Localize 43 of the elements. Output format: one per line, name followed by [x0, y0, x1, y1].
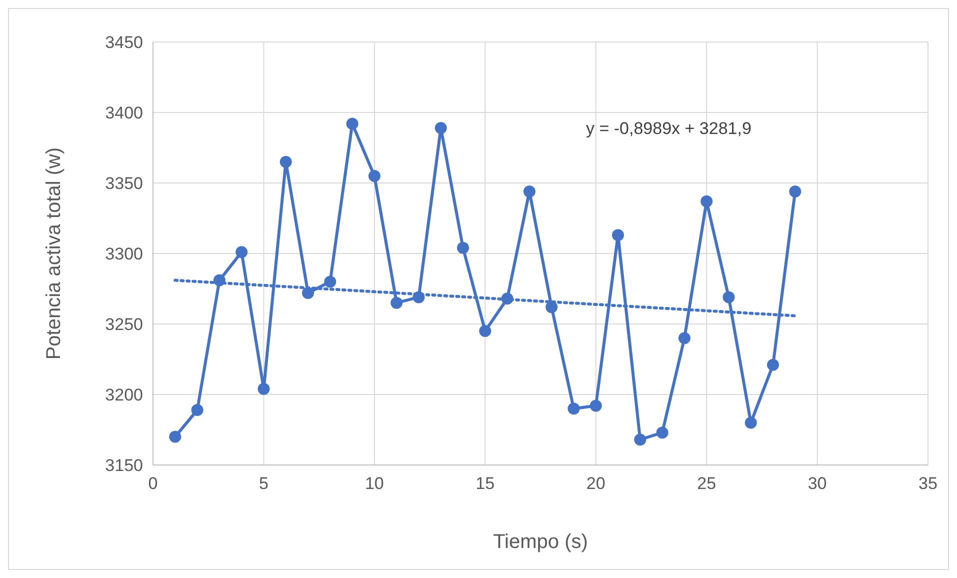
point — [479, 325, 492, 338]
x-tick-label: 10 — [364, 474, 384, 493]
point — [700, 195, 713, 208]
x-tick-label: 5 — [258, 474, 268, 493]
x-axis-title: Tiempo (s) — [493, 531, 588, 553]
point — [634, 434, 646, 446]
x-tick-label: 25 — [697, 474, 716, 493]
x-tick-label: 15 — [476, 474, 495, 493]
point — [568, 402, 580, 415]
point — [236, 246, 248, 258]
x-tick-label: 20 — [586, 474, 606, 493]
point — [789, 185, 802, 198]
y-tick-label: 3450 — [105, 33, 143, 52]
point — [169, 430, 182, 443]
point — [457, 242, 469, 254]
point — [434, 122, 447, 134]
point — [191, 404, 204, 416]
annotation: y = -0,8989x + 3281,9 — [586, 119, 752, 138]
x-tick-label: 30 — [808, 474, 827, 493]
point — [722, 291, 735, 304]
point — [744, 416, 757, 429]
point — [767, 358, 779, 371]
point — [546, 301, 558, 314]
point — [346, 118, 358, 130]
point — [324, 276, 336, 288]
point — [368, 170, 380, 182]
y-tick-label: 3350 — [105, 174, 143, 193]
point — [390, 296, 403, 309]
y-tick-label: 3400 — [105, 104, 143, 122]
point — [523, 185, 536, 198]
point — [656, 426, 668, 439]
y-tick-label: 3200 — [105, 386, 143, 404]
y-tick-label: 3300 — [105, 244, 143, 264]
point — [258, 382, 270, 395]
y-tick-label: 3250 — [105, 315, 143, 334]
point — [612, 229, 624, 242]
point — [678, 332, 690, 344]
point — [590, 400, 602, 412]
x-tick-label: 35 — [918, 474, 938, 493]
y-axis-title: Potencia activa total (w) — [43, 147, 65, 360]
point — [280, 156, 292, 168]
x-tick-label: 0 — [148, 474, 158, 493]
y-tick-label: 3150 — [105, 456, 143, 475]
